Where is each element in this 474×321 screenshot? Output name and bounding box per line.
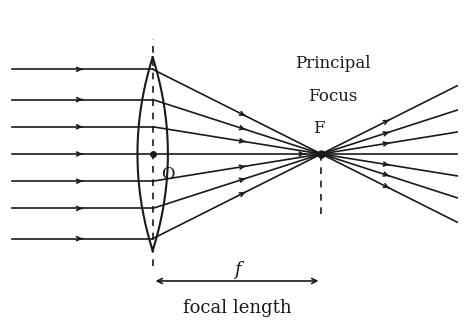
Text: Principal: Principal xyxy=(295,55,371,72)
Text: O: O xyxy=(161,166,174,183)
Text: focal length: focal length xyxy=(182,299,292,317)
Text: F: F xyxy=(313,120,325,137)
Text: f: f xyxy=(234,262,240,280)
Text: Focus: Focus xyxy=(309,88,358,105)
